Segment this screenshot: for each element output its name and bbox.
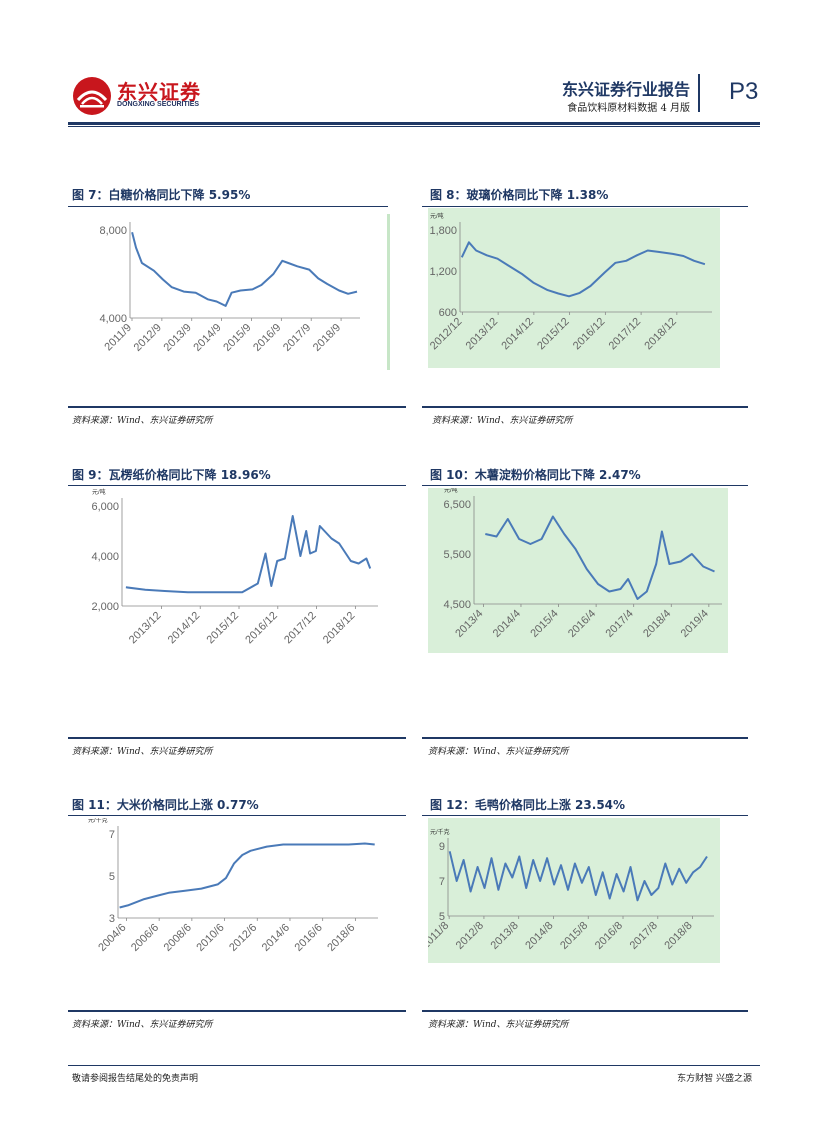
x-tick-label: 2011/9: [102, 322, 134, 354]
y-tick-label: 5,500: [443, 549, 471, 561]
page-number: P3: [729, 78, 759, 105]
y-unit-label: 元/吨: [444, 488, 458, 494]
series-line: [131, 231, 358, 307]
x-tick-label: 2015/12: [205, 610, 242, 647]
y-tick-label: 2,000: [91, 601, 119, 613]
y-tick-label: 1,800: [429, 225, 457, 237]
y-tick-label: 3: [109, 913, 115, 925]
x-tick-label: 2016/9: [251, 322, 283, 354]
figure-8-bottom-rule: [422, 406, 748, 408]
y-tick-label: 5: [109, 871, 115, 883]
x-tick-label: 2018/6: [325, 922, 357, 954]
x-tick-label: 2014/6: [260, 922, 292, 954]
company-logo-icon: [73, 77, 111, 115]
x-tick-label: 2018/12: [321, 610, 358, 647]
x-tick-label: 2012/6: [227, 922, 259, 954]
figure-12-top-rule: [422, 815, 748, 816]
x-tick-label: 2012/9: [132, 322, 164, 354]
series-line: [448, 851, 708, 902]
figure-8-caption: 图 8：玻璃价格同比下降 1.38%: [430, 188, 609, 202]
y-unit-label: 元/吨: [430, 212, 444, 220]
figure-12-source: 资料来源：Wind、东兴证券研究所: [428, 1020, 569, 1030]
series-line: [125, 515, 372, 594]
report-subtitle: 食品饮料原材料数据 4 月版: [567, 103, 690, 114]
y-unit-label: 元/吨: [92, 488, 106, 496]
figure-7-bottom-rule: [68, 406, 406, 408]
y-tick-label: 4,500: [443, 599, 471, 611]
figure-9-source: 资料来源：Wind、东兴证券研究所: [72, 747, 213, 757]
figure-11-caption: 图 11：大米价格同比上涨 0.77%: [72, 798, 259, 812]
sugar-price-chart: 4,000 8,000 2011/92012/92013/92014/92015/9…: [99, 222, 360, 354]
x-tick-label: 2018/9: [311, 322, 343, 354]
series-line: [119, 842, 375, 909]
footer-rule: [68, 1065, 760, 1066]
logo-english-name: DONGXING SECURITIES: [117, 101, 200, 108]
x-tick-label: 2016/6: [293, 922, 325, 954]
figure-10-caption: 图 10：木薯淀粉价格同比下降 2.47%: [430, 468, 641, 482]
x-tick-label: 2017/9: [281, 322, 313, 354]
x-tick-label: 2013/12: [127, 610, 164, 647]
header-rule-thin: [68, 126, 760, 127]
y-tick-label: 8,000: [99, 225, 127, 237]
header-divider: [698, 74, 700, 112]
y-tick-label: 4,000: [91, 551, 119, 563]
figure-12-caption: 图 12：毛鸭价格同比上涨 23.54%: [430, 798, 626, 812]
logo-name: 东兴证券: [117, 80, 201, 104]
figure-9-bottom-rule: [68, 737, 406, 739]
header-rule: [68, 122, 760, 125]
x-tick-label: 2004/6: [96, 922, 128, 954]
x-tick-label: 2014/12: [166, 610, 203, 647]
x-tick-label: 2006/6: [129, 922, 161, 954]
x-tick-label: 2010/6: [194, 922, 226, 954]
figure-7-top-rule: [68, 206, 388, 207]
figure-8-source: 资料来源：Wind、东兴证券研究所: [432, 416, 573, 426]
x-tick-label: 2016/12: [243, 610, 280, 647]
x-tick-label: 2014/9: [191, 322, 223, 354]
y-tick-label: 7: [439, 876, 445, 888]
x-tick-label: 2008/6: [162, 922, 194, 954]
y-tick-label: 600: [439, 307, 457, 319]
figure-10-top-rule: [422, 485, 748, 486]
chart-background: [428, 488, 728, 653]
y-tick-label: 6,500: [443, 499, 471, 511]
chart-background: [428, 818, 720, 963]
figure-10-source: 资料来源：Wind、东兴证券研究所: [428, 747, 569, 757]
series-line: [460, 241, 706, 298]
figure-10-bottom-rule: [422, 737, 748, 739]
y-tick-label: 4,000: [99, 313, 127, 325]
figure-7-source: 资料来源：Wind、东兴证券研究所: [72, 416, 213, 426]
chart-side-bar: [387, 214, 390, 370]
figure-11-bottom-rule: [68, 1010, 406, 1012]
figure-9-top-rule: [68, 485, 406, 486]
x-tick-label: 2017/12: [282, 610, 319, 647]
report-title: 东兴证券行业报告: [561, 80, 690, 99]
x-tick-label: 2015/9: [221, 322, 253, 354]
figure-8-top-rule: [422, 206, 748, 207]
y-unit-label: 元/千克: [88, 818, 108, 824]
figure-11-source: 资料来源：Wind、东兴证券研究所: [72, 1020, 213, 1030]
chart-background: [428, 208, 720, 368]
y-tick-label: 7: [109, 829, 115, 841]
figure-9-caption: 图 9：瓦楞纸价格同比下降 18.96%: [72, 468, 271, 482]
figure-7-caption: 图 7：白糖价格同比下降 5.95%: [72, 188, 251, 202]
x-tick-label: 2013/9: [162, 322, 194, 354]
y-tick-label: 1,200: [429, 266, 457, 278]
y-tick-label: 9: [439, 841, 445, 853]
y-unit-label: 元/千克: [430, 828, 450, 836]
series-line: [485, 515, 715, 600]
y-tick-label: 6,000: [91, 501, 119, 513]
y-tick-label: 5: [439, 911, 445, 923]
footer-slogan: 东方财智 兴盛之源: [677, 1074, 752, 1084]
figure-12-bottom-rule: [422, 1010, 748, 1012]
footer-disclaimer: 敬请参阅报告结尾处的免责声明: [72, 1074, 199, 1084]
figure-11-top-rule: [68, 815, 406, 816]
